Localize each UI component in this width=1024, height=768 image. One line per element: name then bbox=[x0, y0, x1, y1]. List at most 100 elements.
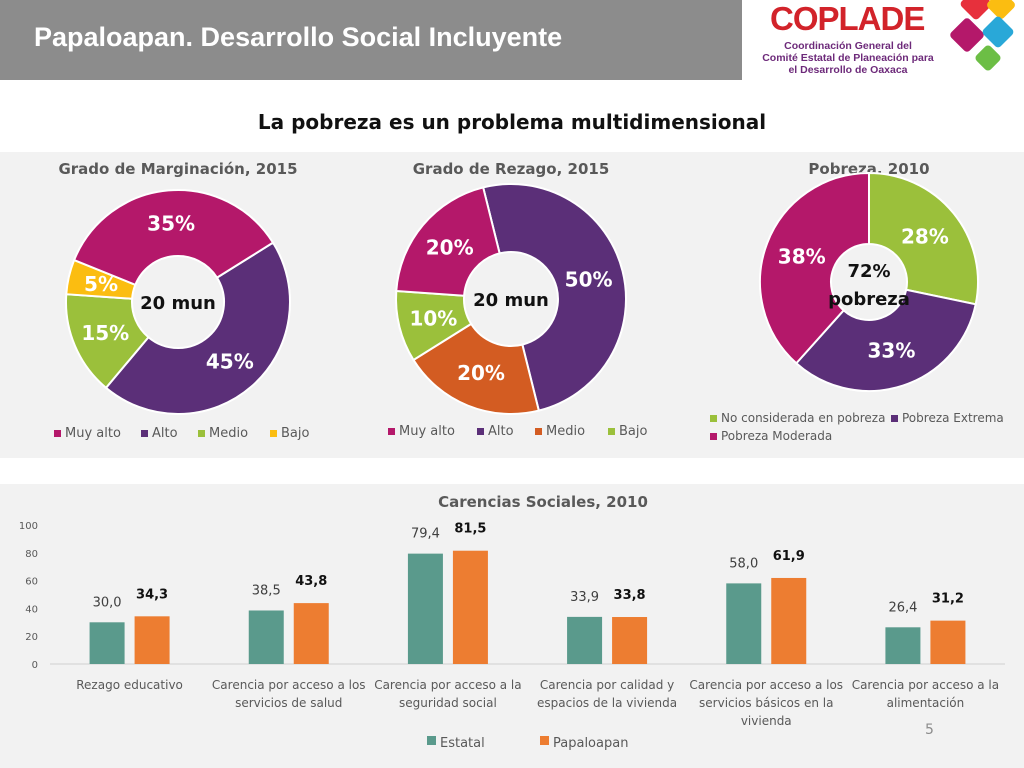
legend-label: Alto bbox=[152, 426, 178, 441]
bar-estatal bbox=[89, 622, 125, 664]
bar-chart: Carencias Sociales, 2010 0 20 40 60 80 100 30,0… bbox=[19, 493, 1005, 751]
slide-title: Papaloapan. Desarrollo Social Incluyente bbox=[34, 22, 563, 52]
data-label: 31,2 bbox=[932, 592, 964, 607]
category-label: Carencia por acceso a los bbox=[689, 678, 843, 692]
pie-slice bbox=[794, 288, 977, 392]
pie-slice-label: 33% bbox=[868, 338, 916, 362]
legend-swatch bbox=[477, 428, 484, 435]
bars-panel: Carencias Sociales, 2010 0 20 40 60 80 100 30,0… bbox=[0, 484, 1024, 768]
header-bar bbox=[0, 0, 742, 80]
pie-center-label: 72% bbox=[847, 261, 890, 282]
pie-slice bbox=[395, 186, 501, 297]
pie-chart-1: Grado de Marginación, 201545%15%5%35%20 … bbox=[54, 160, 309, 441]
bar-chart-body: Carencias Sociales, 2010 0 20 40 60 80 100 30,0… bbox=[19, 493, 1005, 751]
category-label: Carencia por acceso a los bbox=[212, 678, 366, 692]
category-label: vivienda bbox=[741, 714, 792, 728]
legend-swatch bbox=[141, 430, 148, 437]
data-label: 43,8 bbox=[295, 574, 327, 589]
bar-papaloapan bbox=[930, 620, 966, 664]
legend-label: Estatal bbox=[440, 736, 485, 751]
pie-center-label: 20 mun bbox=[473, 290, 549, 311]
data-label: 61,9 bbox=[773, 549, 805, 564]
pie-slice bbox=[412, 322, 541, 415]
pies-panel: Grado de Marginación, 2015 45% 15% 5% 35% 20 … bbox=[0, 152, 1024, 458]
logo-line-1: Coordinación General del bbox=[784, 40, 912, 52]
legend-swatch bbox=[427, 736, 436, 745]
page-number: 5 bbox=[925, 722, 934, 738]
legend-label: Medio bbox=[546, 424, 585, 439]
pie-title: Grado de Rezago, 2015 bbox=[413, 160, 610, 178]
pie-title: Pobreza, 2010 bbox=[808, 160, 929, 178]
legend-swatch bbox=[535, 428, 542, 435]
data-label: 26,4 bbox=[888, 600, 917, 615]
bar-papaloapan bbox=[293, 603, 329, 664]
slide-subtitle: La pobreza es un problema multidimension… bbox=[257, 110, 767, 134]
logo-wordmark: COPLADE bbox=[770, 0, 925, 37]
category-label: seguridad social bbox=[399, 696, 497, 710]
legend-label: Medio bbox=[209, 426, 248, 441]
y-tick-label: 60 bbox=[25, 577, 38, 588]
y-tick-label: 100 bbox=[19, 521, 38, 532]
pie-slice bbox=[868, 171, 979, 306]
bar-papaloapan bbox=[771, 577, 807, 664]
category-label: Rezago educativo bbox=[76, 678, 183, 692]
pie-chart-3: Pobreza, 2010 28% 33% 38% 72% pobreza No consi… bbox=[710, 160, 1004, 443]
pie-slice bbox=[759, 171, 870, 365]
pie-chart-2: Grado de Rezago, 2015 50% 20% 10% 20% 20 mun M… bbox=[388, 160, 647, 439]
pie-charts: Grado de Marginación, 201545%15%5%35%20 … bbox=[54, 160, 1004, 443]
bar-papaloapan bbox=[452, 550, 488, 664]
data-label: 34,3 bbox=[136, 587, 168, 602]
pie-slice-label: 38% bbox=[778, 244, 826, 268]
category-label: espacios de la vivienda bbox=[537, 696, 677, 710]
bar-estatal bbox=[726, 583, 762, 664]
legend-swatch bbox=[270, 430, 277, 437]
pie-slice-label: 45% bbox=[206, 350, 254, 374]
data-label: 33,8 bbox=[614, 588, 646, 603]
y-tick-label: 40 bbox=[25, 604, 38, 615]
data-label: 38,5 bbox=[252, 583, 281, 598]
pie-slice-label: 15% bbox=[81, 321, 129, 345]
bar-chart-title: Carencias Sociales, 2010 bbox=[438, 493, 648, 511]
legend-label: No considerada en pobreza bbox=[721, 411, 885, 425]
data-label: 58,0 bbox=[729, 556, 758, 571]
legend-label: Pobreza Extrema bbox=[902, 411, 1004, 425]
category-label: Carencia por calidad y bbox=[540, 678, 674, 692]
legend-label: Bajo bbox=[281, 426, 309, 441]
pie-slice bbox=[104, 241, 291, 415]
data-label: 81,5 bbox=[454, 522, 486, 537]
legend-swatch bbox=[198, 430, 205, 437]
pie-slice bbox=[481, 183, 627, 412]
pie-center-label: 20 mun bbox=[140, 293, 216, 314]
pie-center-label: pobreza bbox=[828, 289, 910, 310]
legend-label: Alto bbox=[488, 424, 514, 439]
legend-swatch bbox=[710, 415, 717, 422]
legend-label: Pobreza Moderada bbox=[721, 429, 832, 443]
logo-line-2: Comité Estatal de Planeación para bbox=[762, 52, 934, 64]
pie-slice-label: 35% bbox=[147, 211, 195, 235]
legend-label: Muy alto bbox=[65, 426, 121, 441]
data-label: 33,9 bbox=[570, 590, 599, 605]
pie-title: Grado de Marginación, 2015 bbox=[58, 160, 297, 178]
bar-estatal bbox=[407, 553, 443, 664]
bar-estatal bbox=[567, 616, 603, 664]
legend-label: Bajo bbox=[619, 424, 647, 439]
bar-estatal bbox=[885, 627, 921, 664]
legend-swatch bbox=[388, 428, 395, 435]
legend-swatch bbox=[608, 428, 615, 435]
pie-slice-label: 28% bbox=[901, 225, 949, 249]
legend-label: Muy alto bbox=[399, 424, 455, 439]
bar-estatal bbox=[248, 610, 284, 664]
pie-slice-label: 50% bbox=[565, 268, 613, 292]
legend-swatch bbox=[540, 736, 549, 745]
y-tick-label: 0 bbox=[32, 660, 38, 671]
pie-slice bbox=[72, 189, 275, 287]
category-label: servicios de salud bbox=[235, 696, 342, 710]
data-label: 30,0 bbox=[93, 595, 122, 610]
pie-slice-label: 20% bbox=[457, 361, 505, 385]
logo-diamonds-icon bbox=[950, 0, 1015, 71]
legend-swatch bbox=[710, 433, 717, 440]
legend-label: Papaloapan bbox=[553, 736, 628, 751]
legend-swatch bbox=[54, 430, 61, 437]
category-label: Carencia por acceso a la bbox=[852, 678, 999, 692]
category-label: servicios básicos en la bbox=[699, 696, 833, 710]
